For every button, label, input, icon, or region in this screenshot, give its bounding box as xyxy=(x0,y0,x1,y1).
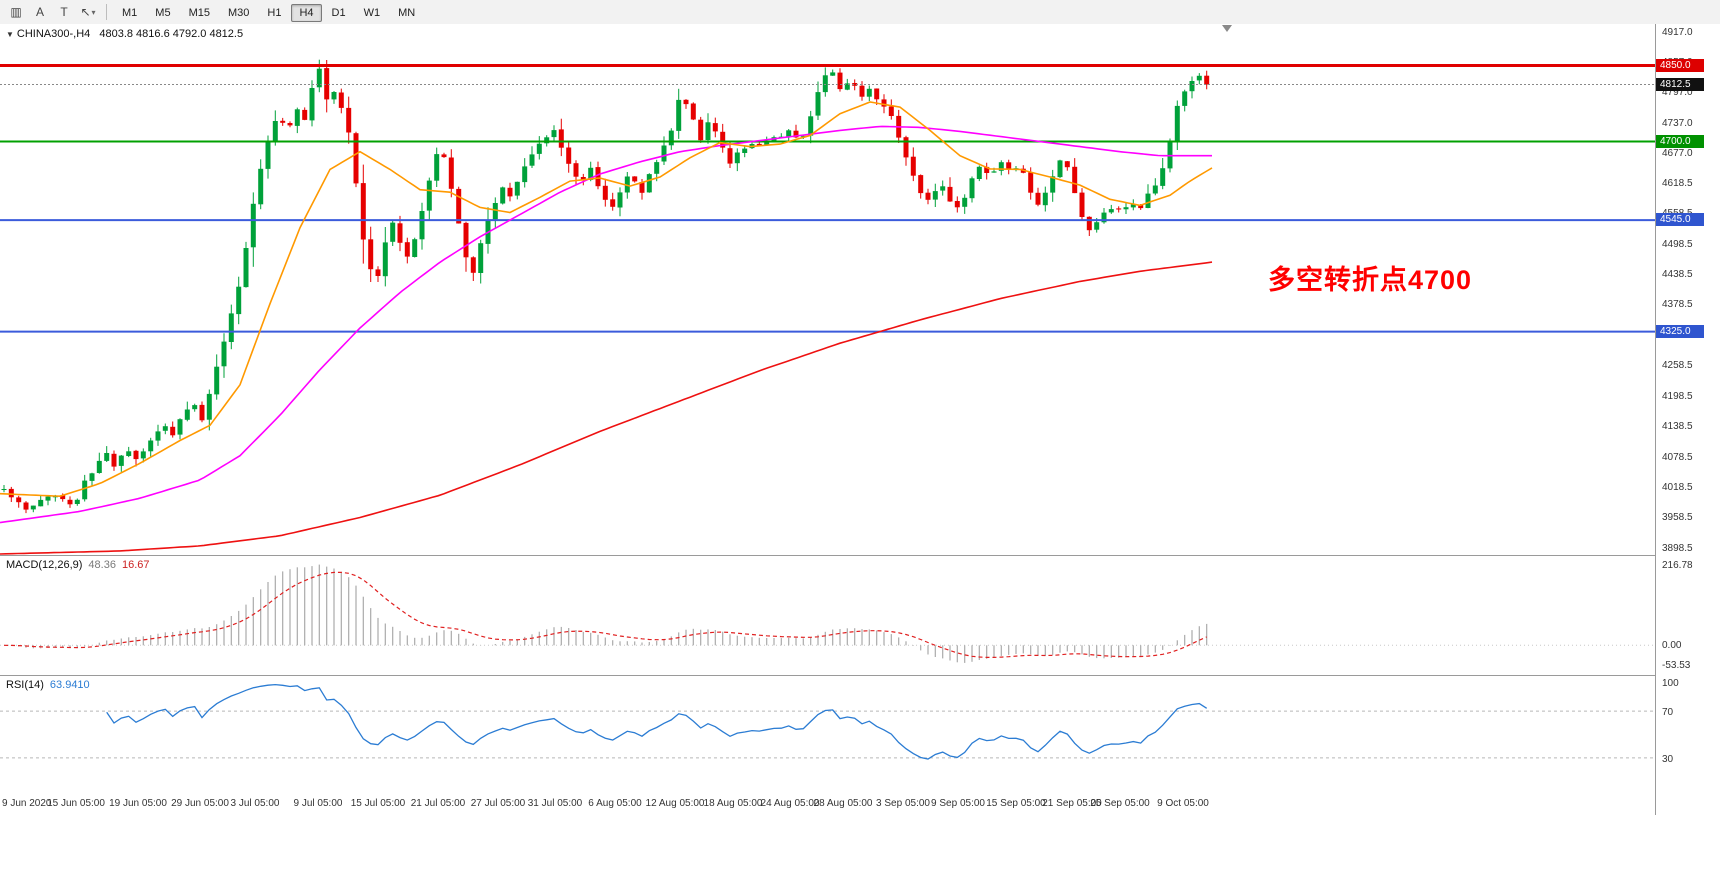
time-axis-label: 6 Aug 05:00 xyxy=(588,798,642,809)
time-axis-label: 3 Sep 05:00 xyxy=(876,798,930,809)
time-axis-label: 29 Jun 05:00 xyxy=(171,798,229,809)
rsi-indicator-name: RSI(14) xyxy=(6,679,44,691)
macd-signal-value: 16.67 xyxy=(121,559,150,571)
time-axis-label: 28 Aug 05:00 xyxy=(813,798,873,809)
draw-tools-icon[interactable]: ↖ ▾ xyxy=(80,5,96,19)
price-tick-label: 4378.5 xyxy=(1662,299,1693,311)
time-axis-label: 18 Aug 05:00 xyxy=(703,798,763,809)
toolbar-icon-group: ▥ A T ↖ ▾ xyxy=(4,2,100,22)
chart-annotation-text[interactable]: 多空转折点4700 xyxy=(1268,265,1473,295)
price-level-badge: 4545.0 xyxy=(1656,213,1704,227)
rsi-axis-label: 30 xyxy=(1662,753,1674,765)
price-tick-label: 4018.5 xyxy=(1662,481,1693,493)
time-axis-label: 15 Jul 05:00 xyxy=(350,798,406,809)
timeframe-button-w1[interactable]: W1 xyxy=(363,6,381,19)
macd-label: MACD(12,26,9) 48.36 16.67 xyxy=(6,559,149,571)
price-tick-label: 4258.5 xyxy=(1662,360,1693,372)
price-tick-label: 4138.5 xyxy=(1662,421,1693,433)
macd-chart-canvas[interactable] xyxy=(0,556,1655,675)
price-tick-label: 4498.5 xyxy=(1662,238,1693,250)
text-label-icon[interactable]: A xyxy=(35,5,44,19)
time-axis-label: 15 Jun 05:00 xyxy=(47,798,105,809)
rsi-axis-label: 70 xyxy=(1662,707,1674,719)
time-axis-label: 9 Oct 05:00 xyxy=(1157,798,1209,809)
dropdown-caret-icon: ▾ xyxy=(91,7,96,17)
ohlc-values: 4803.8 4816.6 4792.0 4812.5 xyxy=(99,28,244,40)
time-axis-label: 21 Sep 05:00 xyxy=(1042,798,1102,809)
timeframe-button-m5[interactable]: M5 xyxy=(155,6,171,19)
price-tick-label: 4438.5 xyxy=(1662,269,1693,280)
time-axis[interactable]: 9 Jun 2020 15 Jun 05:00 19 Jun 05:00 29 Jun… xyxy=(0,793,1655,815)
timeframe-button-m30[interactable]: M30 xyxy=(227,6,250,19)
time-axis-label: 24 Aug 05:00 xyxy=(760,798,820,809)
timeframe-button-m15[interactable]: M15 xyxy=(188,6,210,19)
price-level-badge: 4700.0 xyxy=(1656,134,1704,148)
timeframe-button-mn[interactable]: MN xyxy=(398,6,416,19)
rsi-label: RSI(14) 63.9410 xyxy=(6,679,90,691)
time-axis-label: 19 Jun 05:00 xyxy=(109,798,167,809)
macd-axis-label: 0.00 xyxy=(1662,640,1682,652)
timeframe-button-d1[interactable]: D1 xyxy=(331,6,346,19)
price-tick-label: 4797.0 xyxy=(1662,87,1693,99)
price-tick-label: 4677.0 xyxy=(1662,148,1693,160)
panel-divider-macd[interactable] xyxy=(0,555,1720,556)
timeframe-button-h1[interactable]: H1 xyxy=(267,6,282,19)
price-tick-label: 3958.5 xyxy=(1662,512,1693,524)
price-tick-label: 4078.5 xyxy=(1662,451,1693,463)
time-axis-label: 9 Sep 05:00 xyxy=(931,798,985,809)
toolbar: ▥ A T ↖ ▾ M1 M5 M15 M30 H1 H4 D1 W1 MN xyxy=(0,0,1720,24)
price-tick-label: 4917.0 xyxy=(1662,26,1693,38)
toolbar-separator xyxy=(106,4,107,20)
time-axis-label: 9 Jun 2020 xyxy=(2,798,52,809)
timeframe-group: M1 M5 M15 M30 H1 H4 D1 W1 MN xyxy=(113,3,424,22)
rsi-chart-canvas[interactable] xyxy=(0,676,1655,793)
chart-candles-icon[interactable]: ▥ xyxy=(10,5,22,19)
price-level-badge: 4325.0 xyxy=(1656,324,1704,338)
price-tick-label: 4618.5 xyxy=(1662,177,1693,189)
time-axis-label: 27 Jul 05:00 xyxy=(470,798,526,809)
symbol-label: CHINA300-,H4 xyxy=(16,28,91,40)
price-chart-canvas[interactable] xyxy=(0,24,1655,555)
price-tick-label: 4198.5 xyxy=(1662,390,1693,402)
timeframe-button-m1[interactable]: M1 xyxy=(122,6,138,19)
time-axis-label: 3 Jul 05:00 xyxy=(230,798,280,809)
timeframe-button-h4[interactable]: H4 xyxy=(291,3,322,22)
macd-indicator-name: MACD(12,26,9) xyxy=(6,559,83,571)
collapse-marker-icon[interactable]: ▼ xyxy=(6,30,14,39)
price-level-badge: 4812.5 xyxy=(1656,77,1704,91)
price-axis[interactable]: 4917.04857.04797.04737.04677.04618.54558… xyxy=(1655,24,1720,815)
text-box-icon[interactable]: T xyxy=(60,5,68,19)
price-tick-label: 3898.5 xyxy=(1662,542,1693,554)
time-axis-label: 25 Sep 05:00 xyxy=(1090,798,1150,809)
macd-axis-label: -53.53 xyxy=(1662,660,1691,672)
macd-axis-label: 216.78 xyxy=(1662,559,1693,571)
price-level-badge: 4850.0 xyxy=(1656,58,1704,72)
chart-header: ▼ CHINA300-,H4 4803.8 4816.6 4792.0 4812.… xyxy=(6,28,243,40)
price-tick-label: 4737.0 xyxy=(1662,117,1693,129)
panel-divider-rsi[interactable] xyxy=(0,675,1720,676)
rsi-value: 63.9410 xyxy=(49,679,90,691)
chart-shift-marker[interactable] xyxy=(1222,25,1232,32)
time-axis-label: 12 Aug 05:00 xyxy=(645,798,705,809)
time-axis-label: 31 Jul 05:00 xyxy=(527,798,583,809)
rsi-axis-label: 100 xyxy=(1662,678,1679,689)
time-axis-label: 21 Jul 05:00 xyxy=(410,798,466,809)
macd-main-value: 48.36 xyxy=(88,559,116,571)
time-axis-label: 9 Jul 05:00 xyxy=(293,798,343,809)
time-axis-label: 15 Sep 05:00 xyxy=(986,798,1046,809)
